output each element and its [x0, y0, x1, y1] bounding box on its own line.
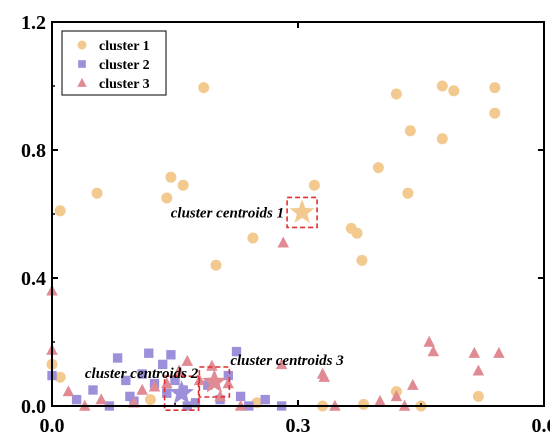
data-marks — [46, 80, 505, 412]
data-point — [374, 394, 386, 406]
data-point — [356, 254, 368, 266]
data-point — [71, 394, 82, 405]
data-point — [91, 187, 103, 199]
data-point — [436, 133, 448, 145]
centroid-highlight-box — [163, 375, 200, 412]
x-tick-label: 0.3 — [286, 415, 311, 437]
data-point — [181, 354, 194, 366]
series-1 — [46, 80, 501, 412]
centroid-label: cluster centroids 2 — [85, 366, 199, 382]
data-point — [222, 377, 235, 389]
centroid-highlight-box — [198, 366, 231, 398]
data-point — [206, 359, 218, 371]
data-point — [62, 385, 75, 397]
legend-marker — [78, 60, 86, 68]
data-point — [468, 346, 481, 358]
y-tick-label: 0.8 — [21, 140, 46, 162]
y-tick-label: 0.4 — [21, 268, 46, 290]
data-point — [162, 388, 172, 398]
data-point — [190, 398, 201, 408]
data-point — [203, 380, 213, 390]
data-point — [88, 385, 98, 395]
centroid-highlight-box — [286, 196, 318, 229]
centroid-star — [289, 199, 315, 223]
data-point — [144, 348, 154, 358]
data-point — [148, 380, 161, 392]
data-point — [223, 370, 233, 381]
data-point — [137, 369, 147, 379]
data-point — [198, 82, 210, 94]
data-point — [402, 187, 414, 199]
centroid-label: cluster centroids 1 — [171, 205, 284, 221]
data-point — [128, 396, 140, 408]
data-point — [308, 179, 320, 191]
data-point — [95, 393, 107, 405]
data-point — [260, 394, 270, 405]
data-point — [493, 346, 505, 358]
data-point — [275, 358, 288, 370]
centroid-star — [202, 369, 227, 393]
centroid-2: cluster centroids 2 — [85, 366, 200, 412]
data-point — [54, 371, 66, 383]
data-point — [54, 205, 66, 217]
series-3 — [46, 236, 505, 411]
data-point — [161, 377, 173, 389]
data-point — [165, 171, 177, 183]
data-point — [358, 398, 370, 410]
x-tick-label: 0.6 — [532, 415, 550, 437]
centroid-3: cluster centroids 3 — [198, 353, 344, 398]
data-point — [177, 179, 189, 191]
axis-ticks: 0.0 0.3 0.6 0.0 0.4 0.8 1.2 — [21, 12, 550, 437]
legend-item: cluster 3 — [77, 77, 150, 92]
data-point — [277, 236, 289, 248]
data-point — [390, 390, 403, 402]
data-point — [144, 394, 156, 406]
data-point — [166, 350, 176, 360]
data-point — [158, 359, 168, 370]
data-point — [489, 82, 501, 94]
data-point — [112, 353, 123, 363]
data-point — [170, 375, 180, 386]
data-point — [472, 364, 485, 376]
data-point — [125, 391, 135, 402]
data-point — [214, 390, 226, 402]
data-point — [121, 375, 131, 386]
data-point — [423, 335, 435, 347]
centroid-1: cluster centroids 1 — [171, 196, 318, 229]
data-point — [173, 364, 185, 376]
data-point — [472, 390, 484, 402]
data-point — [427, 345, 440, 357]
y-tick-label: 0.0 — [21, 396, 46, 418]
centroid-marks: cluster centroids 1 cluster centroids 2 cl… — [85, 196, 344, 412]
data-point — [448, 85, 460, 97]
data-point — [318, 370, 330, 382]
legend-label: cluster 2 — [99, 58, 150, 73]
legend-marker — [77, 77, 87, 87]
centroid-star — [169, 380, 194, 404]
legend-label: cluster 1 — [99, 39, 150, 54]
legend-item: cluster 2 — [78, 58, 150, 73]
y-tick-label: 1.2 — [21, 12, 46, 34]
data-point — [161, 192, 173, 204]
data-point — [404, 125, 416, 137]
legend: cluster 1 cluster 2 cluster 3 — [61, 30, 167, 96]
data-point — [231, 346, 242, 357]
centroid-label: cluster centroids 3 — [230, 353, 344, 369]
data-point — [247, 232, 259, 244]
data-point — [351, 227, 363, 239]
data-point — [372, 162, 384, 174]
data-point — [436, 80, 448, 92]
data-point — [390, 88, 402, 100]
legend-marker — [77, 40, 87, 50]
data-point — [489, 107, 501, 119]
data-point — [407, 378, 419, 390]
x-tick-label: 0.0 — [40, 415, 65, 437]
data-point — [136, 383, 148, 395]
legend-item: cluster 1 — [77, 39, 150, 54]
data-point — [210, 259, 222, 271]
legend-label: cluster 3 — [99, 77, 150, 92]
data-point — [235, 391, 246, 402]
